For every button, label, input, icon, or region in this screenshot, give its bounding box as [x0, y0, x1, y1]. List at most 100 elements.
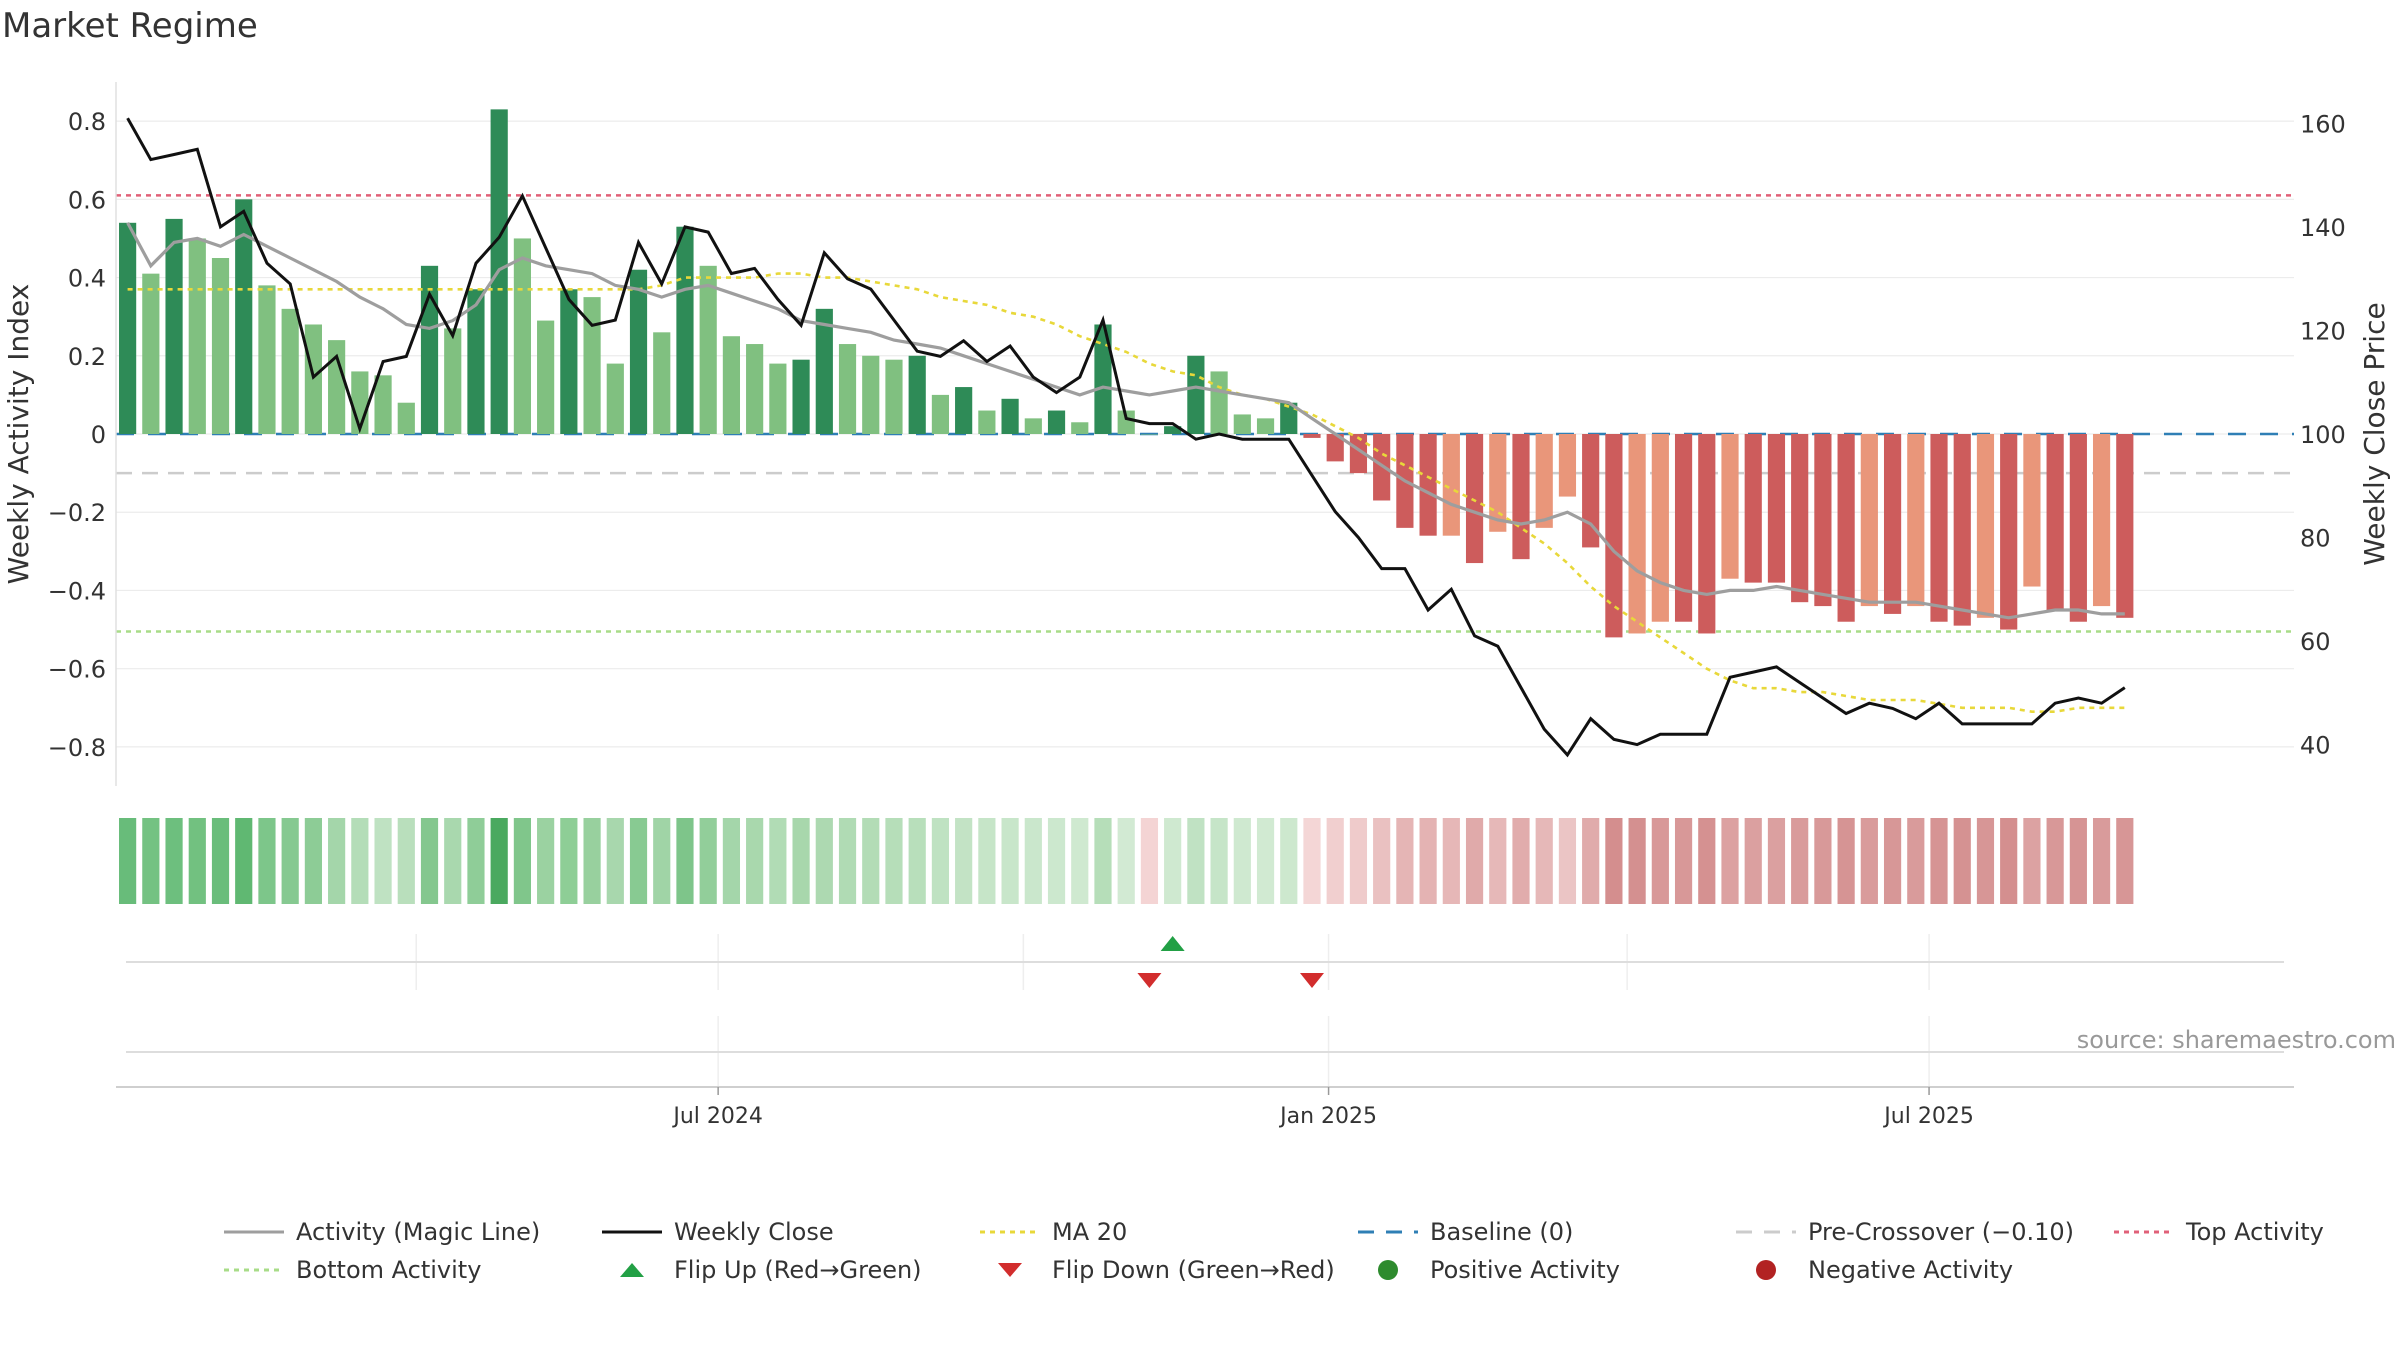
regime-cell — [769, 818, 787, 904]
activity-bar — [862, 355, 880, 434]
activity-bar — [1512, 434, 1530, 560]
regime-cell — [2046, 818, 2064, 904]
activity-bar — [1860, 434, 1878, 607]
y-axis-label-left: Weekly Activity Index — [2, 284, 35, 585]
regime-cell — [1628, 818, 1646, 904]
regime-cell — [142, 818, 160, 904]
activity-bar — [235, 199, 253, 434]
regime-cell — [1489, 818, 1507, 904]
y-tick-label-left: −0.6 — [48, 656, 106, 684]
activity-bar — [815, 308, 833, 434]
y-tick-label-right: 140 — [2300, 214, 2346, 242]
regime-cell — [374, 818, 392, 904]
regime-cell — [931, 818, 950, 904]
y-tick-label-left: −0.2 — [48, 499, 106, 527]
activity-bar — [211, 258, 230, 434]
activity-bar — [1349, 434, 1368, 474]
activity-bar — [931, 394, 950, 434]
activity-bar — [2069, 434, 2087, 622]
legend-item-positive: Positive Activity — [1356, 1252, 1620, 1288]
activity-bar — [1047, 410, 1066, 434]
activity-bar — [1280, 402, 1298, 434]
regime-cell — [2092, 818, 2111, 904]
y-tick-label-left: 0.4 — [68, 265, 106, 293]
chart-canvas: 0.8 0.6 0.4 0.2 0 −0.2 −0.4 −0.6 −0.8 160 140 120 10… — [2, 82, 2396, 1129]
regime-cell — [722, 818, 741, 904]
regime-cell — [420, 818, 439, 904]
activity-bar — [1187, 355, 1205, 434]
activity-bar — [188, 238, 206, 434]
regime-cell — [1326, 818, 1344, 904]
activity-bar — [1489, 434, 1507, 532]
activity-bar — [1558, 434, 1577, 497]
regime-cell — [885, 818, 903, 904]
legend-label: Flip Up (Red→Green) — [674, 1256, 922, 1284]
regime-cell — [467, 818, 485, 904]
activity-bar — [444, 328, 462, 434]
activity-bar — [119, 222, 137, 434]
activity-bar — [746, 344, 764, 434]
regime-cell — [235, 818, 253, 904]
y-tick-label-right: 100 — [2300, 421, 2346, 449]
regime-cell — [1976, 818, 1995, 904]
regime-cell — [1001, 818, 1019, 904]
regime-cell — [328, 818, 346, 904]
regime-cell — [606, 818, 624, 904]
regime-cell — [862, 818, 880, 904]
activity-bar — [1326, 434, 1344, 462]
legend-label: Activity (Magic Line) — [296, 1218, 541, 1246]
regime-cell — [978, 818, 996, 904]
legend-swatch — [222, 1258, 286, 1282]
regime-cell — [513, 818, 531, 904]
activity-bar — [1419, 434, 1437, 536]
regime-cell — [1210, 818, 1228, 904]
activity-bar — [397, 402, 415, 434]
regime-cell — [165, 818, 183, 904]
legend-label: Pre-Crossover (−0.10) — [1808, 1218, 2075, 1246]
regime-cell — [1373, 818, 1391, 904]
legend-label: Top Activity — [2186, 1218, 2324, 1246]
activity-bar — [258, 285, 276, 434]
activity-bar — [1976, 434, 1995, 618]
y-axis-label-right: Weekly Close Price — [2358, 302, 2391, 565]
regime-cell — [119, 818, 137, 904]
activity-bar — [1744, 434, 1762, 583]
activity-bar — [1024, 418, 1042, 434]
activity-bar — [304, 324, 322, 434]
flip-up-marker — [1160, 936, 1185, 951]
regime-cell — [1535, 818, 1553, 904]
regime-cell — [537, 818, 555, 904]
regime-cell — [1674, 818, 1693, 904]
legend-item-pre-crossover: Pre-Crossover (−0.10) — [1734, 1214, 2074, 1250]
activity-bar — [1535, 434, 1553, 528]
legend-swatch — [1734, 1220, 1798, 1244]
activity-bar — [838, 344, 857, 434]
activity-bar — [1651, 434, 1669, 622]
activity-bar — [676, 226, 694, 434]
regime-cell — [1582, 818, 1600, 904]
regime-cell — [1303, 818, 1321, 904]
regime-cell — [1187, 818, 1205, 904]
regime-cell — [1860, 818, 1878, 904]
activity-bar — [792, 359, 810, 434]
regime-cell — [2069, 818, 2087, 904]
y-tick-label-left: −0.8 — [48, 734, 106, 762]
regime-cell — [1767, 818, 1786, 904]
activity-bars — [119, 109, 2134, 638]
regime-cell — [1883, 818, 1902, 904]
regime-cell — [397, 818, 415, 904]
activity-bar — [699, 265, 717, 434]
activity-bar — [142, 273, 160, 434]
y-tick-label-left: 0.8 — [68, 108, 106, 136]
regime-cell — [188, 818, 206, 904]
x-tick-label: Jan 2025 — [1278, 1104, 1377, 1129]
regime-cell — [1930, 818, 1948, 904]
regime-cell — [1605, 818, 1623, 904]
activity-bar — [1303, 434, 1321, 438]
regime-cell — [2116, 818, 2134, 904]
regime-cell — [1651, 818, 1669, 904]
regime-cell — [304, 818, 322, 904]
activity-bar — [1814, 434, 1832, 607]
activity-bar — [1001, 398, 1019, 434]
legend-item-flip-down: Flip Down (Green→Red) — [978, 1252, 1335, 1288]
